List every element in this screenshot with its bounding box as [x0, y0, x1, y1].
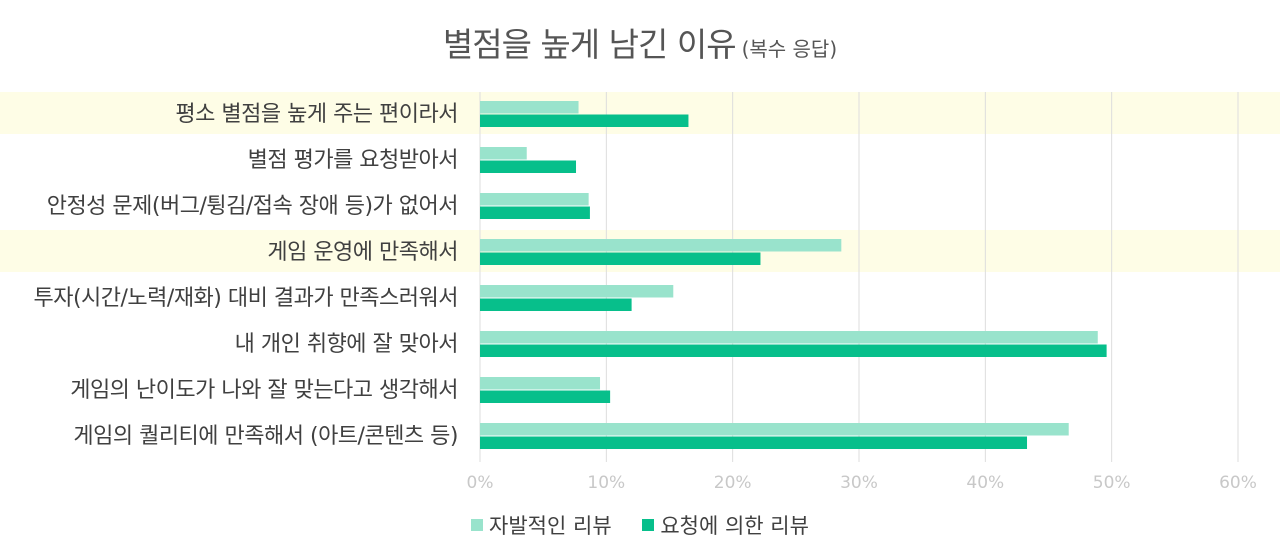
bar-series-2 [480, 252, 761, 265]
bar-series-2 [480, 160, 577, 173]
category-label: 게임 운영에 만족해서 [267, 240, 458, 265]
x-tick-label: 30% [840, 473, 878, 493]
category-label: 평소 별점을 높게 주는 편이라서 [175, 102, 458, 127]
bar-series-1 [480, 331, 1098, 344]
legend-label-series-1: 자발적인 리뷰 [489, 514, 612, 538]
x-tick-label: 60% [1219, 473, 1257, 493]
chart-title-main: 별점을 높게 남긴 이유 [442, 25, 737, 64]
category-label: 별점 평가를 요청받아서 [248, 148, 458, 173]
x-tick-label: 20% [714, 473, 752, 493]
chart-subtitle: (복수 응답) [741, 37, 838, 61]
bar-series-1 [480, 377, 601, 390]
chart-title: 별점을 높게 남긴 이유 (복수 응답) [0, 18, 1280, 66]
bar-series-1 [480, 147, 527, 160]
chart-legend: 자발적인 리뷰 요청에 의한 리뷰 [0, 510, 1280, 540]
x-tick-label: 50% [1093, 473, 1131, 493]
category-label: 게임의 퀄리티에 만족해서 (아트/콘텐츠 등) [73, 424, 458, 449]
legend-label-series-2: 요청에 의한 리뷰 [660, 514, 809, 538]
legend-swatch-series-2 [642, 519, 655, 531]
x-tick-label: 10% [587, 473, 625, 493]
legend-item-series-2: 요청에 의한 리뷰 [642, 510, 809, 540]
bar-series-2 [480, 298, 632, 311]
bar-series-2 [480, 114, 689, 127]
legend-item-series-1: 자발적인 리뷰 [471, 510, 612, 540]
bar-series-1 [480, 239, 842, 252]
category-label: 내 개인 취향에 잘 맞아서 [235, 332, 458, 357]
legend-swatch-series-1 [471, 519, 484, 531]
x-tick-label: 40% [966, 473, 1004, 493]
bar-series-2 [480, 206, 590, 219]
bar-series-2 [480, 344, 1107, 357]
bar-series-1 [480, 423, 1069, 436]
category-label: 안정성 문제(버그/튕김/접속 장애 등)가 없어서 [47, 194, 458, 219]
bar-series-1 [480, 285, 674, 298]
x-tick-label: 0% [467, 473, 494, 493]
category-label: 게임의 난이도가 나와 잘 맞는다고 생각해서 [70, 378, 458, 403]
category-label: 투자(시간/노력/재화) 대비 결과가 만족스러워서 [33, 286, 458, 311]
bar-series-1 [480, 101, 579, 114]
bar-series-2 [480, 390, 611, 403]
bar-series-2 [480, 436, 1028, 449]
bar-series-1 [480, 193, 589, 206]
